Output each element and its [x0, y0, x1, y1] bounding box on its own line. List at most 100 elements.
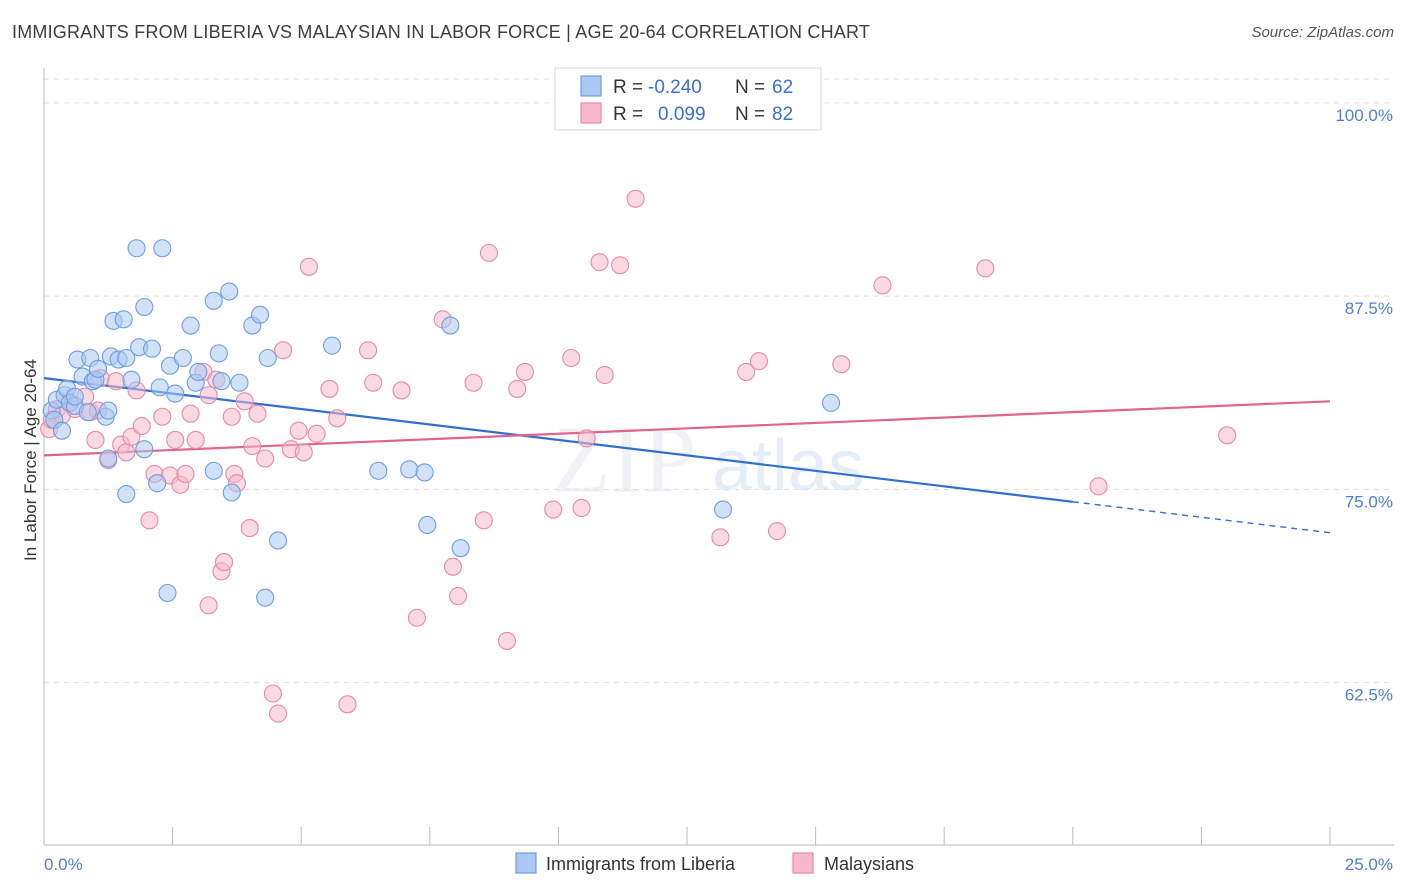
malaysian-point: [299, 257, 318, 276]
malaysian-point: [626, 189, 645, 208]
liberia-point: [713, 500, 733, 519]
malaysian-point: [767, 522, 787, 541]
axes: [43, 68, 1394, 846]
malaysian-point: [1218, 426, 1237, 445]
data-points: [40, 189, 1237, 723]
bottom-legend-label-malaysian: Malaysians: [824, 854, 914, 874]
malaysian-point: [474, 511, 493, 530]
malaysian-point: [497, 631, 517, 650]
liberia-point: [52, 421, 72, 440]
bottom-legend-swatch-malaysian: [792, 852, 814, 874]
liberia-point: [269, 531, 288, 550]
watermark: ZIP atlas: [552, 406, 864, 513]
malaysian-point: [186, 430, 205, 449]
malaysian-point: [976, 259, 995, 278]
liberia-point: [250, 305, 270, 324]
malaysian-point: [140, 511, 159, 530]
liberia-point: [230, 373, 249, 392]
liberia-point: [114, 310, 133, 329]
malaysian-point: [544, 500, 563, 519]
malaysian-point: [515, 362, 535, 381]
liberia-point: [400, 460, 419, 479]
malaysian-point: [240, 519, 259, 538]
malaysian-point: [479, 243, 499, 262]
malaysian-point: [562, 348, 581, 368]
malaysian-point: [256, 449, 275, 468]
malaysian-point: [106, 372, 126, 391]
bottom-legend-swatch-liberia: [515, 852, 537, 874]
liberia-point: [122, 370, 141, 389]
liberia-point: [258, 348, 277, 368]
malaysian-point: [338, 695, 357, 714]
watermark-zip: ZIP: [552, 406, 696, 513]
stats-legend: R = -0.240 N = 62 R = 0.099 N = 82: [554, 67, 822, 131]
malaysian-point: [508, 379, 527, 398]
malaysian-point: [153, 407, 172, 426]
malaysian-point: [611, 256, 630, 275]
malaysian-point: [328, 409, 347, 428]
malaysian-point: [117, 443, 136, 462]
malaysian-point: [199, 596, 218, 615]
liberia-point: [369, 461, 388, 480]
malaysian-point: [737, 362, 756, 381]
malaysian-point: [320, 379, 339, 398]
tick-labels: 62.5% 75.0% 87.5% 100.0% 0.0% 25.0%: [44, 106, 1393, 874]
liberia-point: [135, 440, 154, 459]
liberia-point: [189, 362, 208, 381]
liberia-point: [256, 588, 275, 607]
malaysian-point: [214, 553, 234, 572]
watermark-atlas: atlas: [712, 426, 864, 506]
malaysian-point: [274, 341, 293, 360]
malaysian-point: [749, 352, 769, 371]
liberia-point: [418, 515, 437, 535]
liberia-point: [173, 348, 192, 368]
liberia-point: [65, 387, 84, 406]
liberia-point: [222, 483, 241, 502]
liberia-point: [142, 339, 162, 358]
liberia-point: [99, 401, 118, 420]
malaysian-point: [449, 587, 468, 606]
malaysian-point: [289, 421, 308, 440]
malaysian-point: [577, 429, 596, 448]
malaysian-point: [307, 424, 326, 443]
malaysian-point: [359, 341, 378, 360]
malaysian-point: [392, 381, 411, 400]
y-tick-label: 62.5%: [1345, 686, 1393, 705]
malaysian-point: [166, 430, 185, 449]
malaysian-point: [595, 365, 614, 385]
legend-r-value-2: 0.099: [658, 104, 706, 125]
y-tick-label: 87.5%: [1345, 299, 1393, 318]
malaysian-point: [235, 392, 254, 411]
legend-r-label-1: R =: [613, 77, 643, 98]
liberia-point: [88, 359, 108, 378]
malaysian-point: [294, 443, 313, 462]
legend-n-label-1: N =: [735, 77, 765, 98]
malaysian-point: [364, 373, 383, 392]
liberia-point: [220, 282, 239, 301]
liberia-point: [150, 378, 169, 397]
series-legend: Immigrants from Liberia Malaysians: [515, 852, 914, 874]
legend-n-value-1: 62: [772, 77, 793, 98]
malaysian-point: [263, 684, 282, 703]
legend-swatch-liberia: [580, 75, 602, 97]
bottom-legend-label-liberia: Immigrants from Liberia: [546, 854, 736, 874]
liberia-point: [451, 539, 470, 558]
liberia-point: [181, 316, 200, 335]
malaysian-point: [590, 253, 609, 272]
malaysian-point: [181, 404, 200, 423]
liberia-point: [441, 316, 460, 335]
y-tick-label: 100.0%: [1335, 106, 1393, 125]
y-tick-label: 75.0%: [1345, 492, 1393, 511]
source-label: Source: ZipAtlas.com: [1251, 24, 1394, 41]
malaysian-point: [407, 608, 426, 627]
legend-swatch-malaysian: [580, 102, 602, 124]
liberia-point: [135, 297, 154, 317]
malaysian-point: [572, 498, 591, 518]
chart-title: IMMIGRANTS FROM LIBERIA VS MALAYSIAN IN …: [12, 22, 871, 42]
legend-n-value-2: 82: [772, 104, 793, 125]
liberia-trend-extension: [1072, 501, 1331, 534]
liberia-point: [117, 348, 136, 368]
malaysian-point: [711, 528, 730, 547]
liberia-point: [204, 461, 223, 480]
